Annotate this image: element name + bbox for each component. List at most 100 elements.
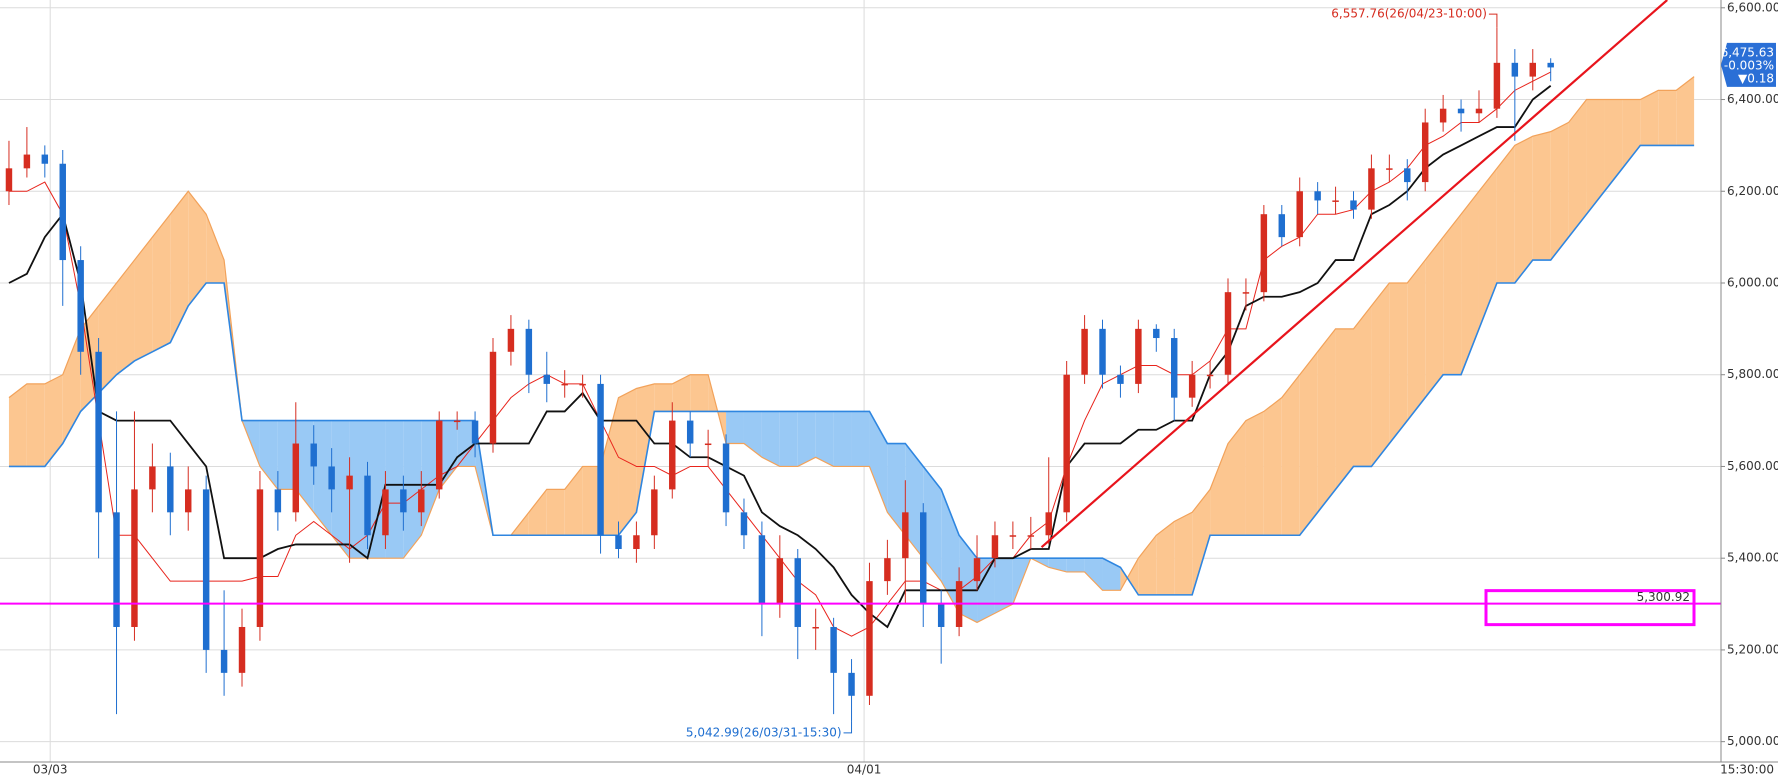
cloud-segment (152, 214, 171, 352)
cloud-segment (1353, 305, 1372, 467)
candle-body (400, 489, 407, 513)
candle-body (1547, 62, 1554, 68)
y-tick-label: 6,600.00 (1727, 0, 1778, 14)
candle-body (310, 443, 317, 467)
cloud-segment (1066, 558, 1085, 572)
y-tick-label: 5,000.00 (1727, 734, 1778, 748)
candle-body (1242, 292, 1250, 294)
candle-body (1027, 535, 1035, 537)
cloud-segment (170, 191, 189, 343)
cloud-segment (797, 411, 816, 467)
candle-body (364, 475, 371, 536)
cloud-segment (636, 383, 655, 513)
candle-body (113, 512, 120, 627)
candle-body (830, 626, 837, 673)
cloud-segment (1640, 90, 1659, 146)
cloud-segment (1568, 99, 1587, 238)
cloud-segment (26, 383, 45, 467)
cloud-segment (1389, 282, 1408, 444)
candle-body (382, 489, 389, 536)
cloud-segment (403, 420, 422, 559)
cloud-segment (421, 420, 440, 536)
y-tick-label: 5,600.00 (1727, 459, 1778, 473)
cloud-segment (815, 411, 834, 467)
trendline (1040, 0, 1668, 549)
candle-body (95, 351, 102, 513)
candle-body (435, 420, 443, 490)
cloud-segment (1443, 214, 1462, 375)
candle-body (471, 420, 479, 444)
candle-body (41, 154, 49, 164)
cloud-segment (851, 411, 870, 467)
candle-body (453, 420, 461, 423)
candle-body (722, 443, 730, 513)
cloud-segment (1299, 351, 1318, 536)
candle-body (185, 489, 192, 513)
cloud-segment (457, 420, 476, 467)
candle-body (1206, 374, 1214, 377)
cloud-segment (761, 411, 780, 467)
candle-body (991, 535, 999, 559)
cloud-segment (1514, 136, 1533, 283)
y-tick-label: 5,400.00 (1727, 551, 1778, 565)
candle-body (1278, 214, 1286, 238)
cloud-segment (1550, 122, 1569, 261)
cloud-segment (833, 411, 852, 467)
candle-body (220, 649, 228, 673)
candle-body (1493, 62, 1501, 109)
cloud-segment (1210, 443, 1229, 536)
candle-body (686, 420, 694, 444)
cloud-segment (295, 420, 314, 513)
candle-body (1511, 62, 1519, 77)
candles (5, 27, 1554, 722)
cloud-segment (1084, 558, 1103, 591)
candle-body (1404, 168, 1411, 183)
cloud-segment (977, 558, 995, 623)
y-tick-label: 6,200.00 (1727, 184, 1778, 198)
candle-body (5, 168, 13, 192)
candle-body (740, 512, 748, 536)
cloud-segment (98, 282, 117, 394)
annotation: 6,557.76(26/04/23-10:00) (1331, 7, 1487, 21)
cloud-segment (1532, 131, 1551, 261)
cloud-segment (1676, 76, 1695, 146)
candle-body (1063, 374, 1070, 513)
candle-body (543, 374, 551, 384)
alert-box (1484, 589, 1696, 627)
candle-body (238, 626, 246, 673)
price-label: 6,475.63 (1721, 45, 1774, 59)
cloud-segment (1407, 260, 1426, 421)
cloud-segment (116, 260, 135, 375)
cloud-segment (1604, 99, 1623, 192)
candle-body (1135, 328, 1142, 384)
cloud-segment (367, 420, 386, 559)
candle-body (1529, 62, 1536, 77)
x-end-label: 15:30:00 (1720, 763, 1774, 777)
cloud-segment (1138, 535, 1157, 595)
cloud-segment (385, 420, 404, 559)
candle-body (1009, 535, 1017, 537)
cloud-segment (1174, 512, 1193, 595)
cloud-segment (959, 535, 978, 623)
cloud-segment (654, 383, 673, 412)
cloud-segment (941, 489, 960, 614)
annotation-leader (843, 721, 853, 734)
cloud-segment (672, 374, 691, 412)
y-tick-label: 6,000.00 (1727, 275, 1778, 289)
candle-body (274, 489, 282, 513)
candle-body (866, 581, 873, 696)
hline-label: 5,300.92 (1637, 590, 1690, 604)
cloud-segment (1228, 420, 1246, 536)
candle-body (920, 512, 927, 605)
candle-body (794, 558, 801, 627)
candle-body (1188, 374, 1196, 398)
candle-body (131, 489, 138, 627)
price-box (1721, 42, 1776, 87)
candle-body (1314, 191, 1321, 201)
candle-body (579, 383, 586, 386)
cloud-segment (349, 420, 368, 559)
cloud-segment (528, 489, 547, 536)
cloud-segment (582, 466, 601, 536)
cloud-segment (690, 374, 709, 412)
